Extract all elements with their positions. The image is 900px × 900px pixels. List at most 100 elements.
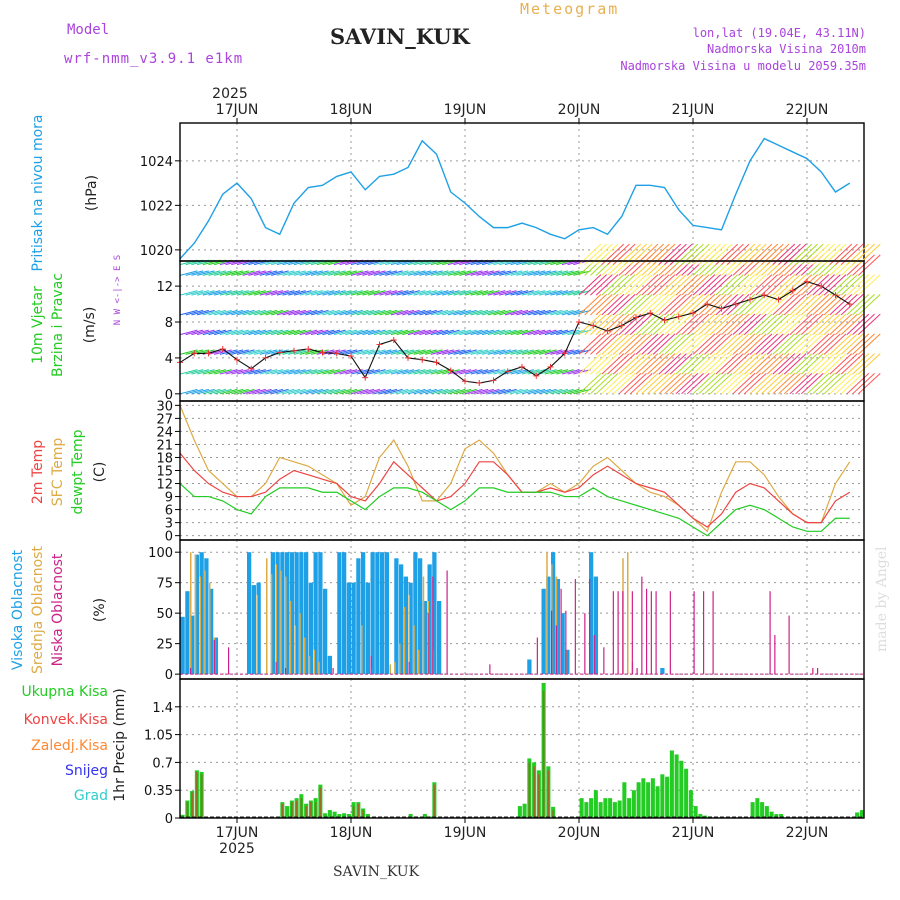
wind-barb [550, 309, 569, 316]
wind-barb [322, 270, 341, 276]
wind-barb [652, 313, 676, 335]
wind-gust-marker [276, 349, 283, 356]
wind-barb [259, 290, 278, 296]
wind-barb [373, 329, 392, 336]
cloud-high-bar [432, 552, 437, 675]
wind-barb [510, 388, 529, 395]
wind-barb [459, 329, 477, 336]
temp-ylabel-unit: (C) [92, 462, 108, 483]
wind-barb [709, 353, 733, 375]
cloud-low-bar [788, 615, 790, 675]
precip-conv-bar [305, 806, 307, 818]
wind-gust-marker [804, 278, 810, 285]
wind-barb [635, 333, 659, 355]
wind-barb [419, 309, 437, 316]
wind-gust-marker [305, 345, 312, 352]
wind-gust-marker [462, 378, 468, 385]
wind-barb [333, 290, 352, 296]
wind-barb [800, 373, 824, 395]
wind-barb [578, 274, 602, 296]
wind-barb [413, 309, 432, 316]
wind-barb [214, 309, 232, 316]
wind-barb [196, 270, 215, 276]
wind-barb [481, 290, 500, 296]
wind-barb [259, 270, 278, 276]
bottom-year-label: 2025 [219, 841, 255, 857]
wind-barb [618, 294, 642, 316]
top-year-label: 2025 [212, 86, 248, 102]
wind-gust-marker [604, 328, 611, 334]
temp-ylabel-t2m: 2m Temp [30, 440, 46, 504]
wind-barb [282, 369, 301, 375]
precip-total-bar [769, 811, 774, 818]
wind-barb [567, 388, 586, 395]
wind-barb [499, 329, 517, 336]
cloud-low-bar [560, 588, 562, 675]
wind-barb [316, 349, 335, 355]
wind-barb [379, 369, 398, 375]
wind-barb [419, 329, 437, 336]
wind-barb [328, 369, 346, 375]
wind-barb [236, 290, 255, 296]
wind-barb [373, 270, 392, 276]
wind-barb [567, 329, 586, 336]
wind-barb [487, 388, 506, 395]
precip-total-bar [612, 802, 617, 818]
cloud-mid-bar [289, 600, 292, 675]
wind-barb [840, 294, 864, 316]
wind-gust-marker [319, 349, 326, 356]
precip-total-bar [627, 798, 632, 818]
wind-barb [436, 349, 455, 355]
precip-total-bar [517, 806, 522, 818]
wind-barb [510, 369, 529, 375]
wind-barb [481, 349, 500, 355]
wind-barb [202, 329, 221, 336]
wind-barb [185, 309, 204, 316]
wind-barb [219, 309, 238, 316]
precip-total-bar [180, 814, 185, 818]
wind-barb [857, 254, 881, 276]
wind-barb [675, 294, 699, 316]
wind-barb [459, 290, 477, 296]
precip-total-bar [755, 798, 760, 818]
wind-barb [476, 388, 494, 395]
cloud-high-bar [180, 616, 185, 675]
wind-barb [635, 313, 659, 335]
wind-barb [345, 388, 363, 395]
precip-conv-bar [533, 766, 535, 818]
precip-total-bar [660, 774, 665, 818]
wind-barb [846, 333, 870, 355]
wind-barb [595, 333, 619, 355]
precip-total-bar [408, 814, 413, 818]
wind-barb [459, 349, 477, 355]
wind-barb [772, 313, 796, 335]
cloud-low-bar [593, 635, 595, 675]
wind-barb [191, 309, 209, 316]
wind-barb [299, 369, 318, 375]
wind-barb [402, 369, 420, 375]
wind-barb [413, 349, 432, 355]
wind-barb [236, 309, 255, 316]
wind-barb [521, 349, 540, 355]
wind-barb [350, 290, 369, 296]
panel-precip: 0 0.35 0.7 1.05 1.4 [144, 678, 865, 827]
wind-barb [527, 369, 546, 375]
wind-barb [379, 290, 398, 296]
wind-barb [823, 274, 847, 296]
wind-barb [299, 309, 318, 316]
precip-total-bar [631, 790, 636, 818]
wind-barb [487, 309, 506, 316]
wind-barb [795, 274, 818, 296]
wind-barb [840, 313, 864, 335]
wind-barb [373, 349, 392, 355]
wind-barb [732, 313, 756, 335]
wind-barb [487, 329, 506, 336]
wind-barb [607, 313, 630, 335]
wind-barb [185, 329, 204, 336]
wind-barb [379, 349, 398, 355]
wind-barb [179, 270, 198, 276]
wind-barb [743, 353, 767, 375]
wind-barb [783, 294, 807, 316]
cloud-high-bar [280, 552, 285, 675]
